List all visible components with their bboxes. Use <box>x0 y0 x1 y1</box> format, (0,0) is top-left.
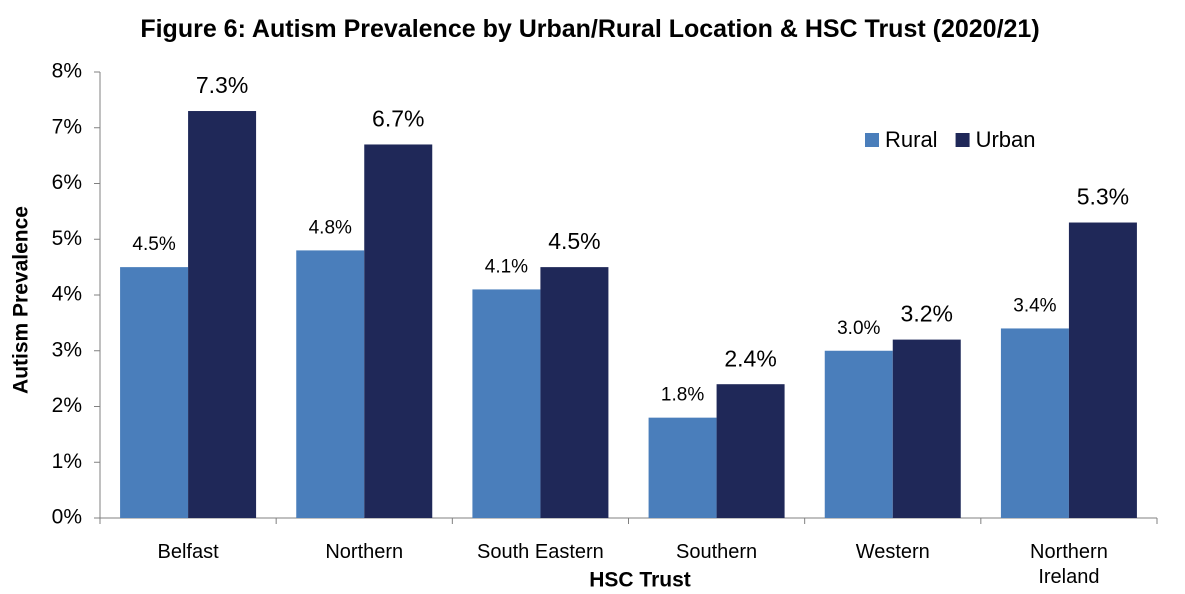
legend-label: Rural <box>885 127 938 152</box>
bar <box>296 250 365 518</box>
data-label: 4.5% <box>548 228 600 254</box>
chart-title: Figure 6: Autism Prevalence by Urban/Rur… <box>140 15 1040 43</box>
y-tick-label: 6% <box>52 171 82 194</box>
data-label: 2.4% <box>724 345 776 371</box>
bar <box>472 289 541 518</box>
bar <box>188 111 257 519</box>
data-label: 5.3% <box>1077 184 1129 210</box>
y-tick-label: 0% <box>52 506 82 529</box>
y-tick-label: 7% <box>52 115 82 138</box>
data-label: 4.8% <box>309 217 352 238</box>
data-label: 7.3% <box>196 72 248 98</box>
bar <box>120 267 189 518</box>
y-tick-label: 5% <box>52 227 82 250</box>
bar <box>364 144 433 518</box>
y-tick-label: 3% <box>52 338 82 361</box>
legend-label: Urban <box>976 127 1036 152</box>
bar <box>824 350 893 518</box>
y-tick-label: 8% <box>52 60 82 83</box>
x-tick-label: Southern <box>675 541 758 563</box>
x-tick-label: Northern <box>325 541 404 563</box>
bar <box>648 417 717 518</box>
legend-swatch <box>865 133 879 147</box>
data-label: 1.8% <box>661 385 704 406</box>
bar <box>1000 328 1069 518</box>
y-axis-title: Autism Prevalence <box>10 206 33 394</box>
bar <box>540 267 609 518</box>
bar <box>1068 222 1137 518</box>
data-label: 6.7% <box>372 106 424 132</box>
x-tick-label: Belfast <box>157 541 219 563</box>
bar <box>716 384 785 518</box>
y-tick-label: 1% <box>52 450 82 473</box>
x-tick-label: Western <box>855 541 930 563</box>
bar <box>892 339 961 518</box>
x-axis-title: HSC Trust <box>589 569 691 592</box>
data-label: 3.0% <box>837 318 880 339</box>
y-tick-label: 4% <box>52 283 82 306</box>
data-label: 4.1% <box>485 256 528 277</box>
data-label: 3.4% <box>1013 295 1056 316</box>
x-tick-label: Northern Ireland <box>1030 541 1108 588</box>
legend-swatch <box>955 133 970 147</box>
x-tick-label: South Eastern <box>477 541 604 563</box>
data-label: 3.2% <box>901 301 953 327</box>
y-tick-label: 2% <box>52 394 82 417</box>
data-label: 4.5% <box>132 234 175 255</box>
